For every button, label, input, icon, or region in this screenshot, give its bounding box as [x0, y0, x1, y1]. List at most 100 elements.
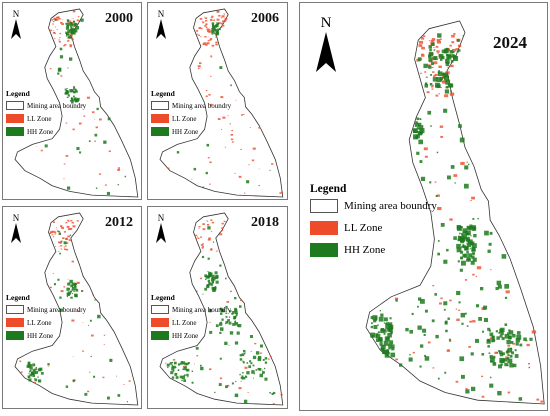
- hh-zone-patch: [220, 312, 223, 315]
- ll-zone-patch: [69, 34, 73, 37]
- ll-zone-patch: [59, 32, 62, 35]
- ll-zone-patch: [72, 225, 76, 228]
- ll-zone-patch: [481, 395, 485, 398]
- hh-zone-patch: [225, 320, 229, 324]
- hh-zone-patch: [508, 335, 512, 339]
- ll-zone-patch: [61, 23, 64, 25]
- hh-zone-patch: [212, 27, 216, 31]
- ll-zone-patch: [123, 384, 125, 385]
- hh-zone-patch: [84, 392, 88, 396]
- hh-zone-patch: [373, 325, 378, 329]
- ll-zone-patch: [424, 71, 427, 73]
- hh-zone-patch: [107, 396, 110, 400]
- hh-zone-patch: [375, 335, 378, 338]
- hh-zone-patch: [466, 242, 472, 248]
- hh-zone-patch: [380, 328, 385, 334]
- ll-zone-patch: [449, 92, 455, 96]
- hh-zone-patch: [381, 348, 385, 352]
- hh-zone-patch: [445, 329, 448, 333]
- ll-zone-patch: [254, 342, 257, 345]
- hh-zone-patch: [383, 332, 386, 335]
- ll-zone-patch: [421, 36, 424, 38]
- ll-zone-patch: [449, 340, 452, 342]
- ll-zone-patch: [436, 39, 441, 42]
- hh-zone-patch: [512, 363, 517, 368]
- hh-zone-patch: [81, 290, 83, 292]
- ll-zone-patch: [437, 207, 442, 211]
- ll-zone-patch: [228, 344, 230, 346]
- ll-zone-patch: [20, 371, 23, 373]
- hh-zone-patch: [210, 278, 214, 282]
- mining-area-boundary: [159, 8, 284, 198]
- hh-zone-patch: [97, 314, 101, 319]
- hh-zone-patch: [211, 28, 213, 30]
- map-panel-2012: N 2012 Legend Mining area boundry LL Zon…: [2, 206, 142, 409]
- hh-zone-patch: [437, 240, 440, 242]
- north-arrow: N: [154, 9, 168, 44]
- hh-zone-patch: [498, 332, 501, 334]
- hh-zone-patch: [207, 257, 210, 260]
- hh-zone-patch: [66, 96, 68, 98]
- hh-zone-patch: [386, 322, 389, 325]
- hh-zone-patch: [418, 297, 422, 301]
- ll-zone-patch: [81, 104, 84, 106]
- hh-zone-patch: [489, 376, 492, 379]
- hh-zone-patch: [431, 62, 434, 65]
- ll-zone-patch: [279, 192, 282, 194]
- ll-zone-patch: [67, 219, 69, 222]
- hh-zone-patch: [472, 243, 477, 248]
- hh-zone-patch: [183, 379, 186, 382]
- ll-zone-patch: [251, 159, 255, 162]
- ll-zone-patch: [455, 308, 458, 310]
- hh-zone-patch: [496, 351, 499, 354]
- ll-zone-patch: [199, 18, 203, 20]
- hh-zone-patch: [510, 341, 514, 344]
- hh-zone-patch: [240, 376, 243, 379]
- ll-zone-patch: [432, 367, 435, 369]
- ll-zone-patch: [451, 34, 455, 38]
- hh-zone-patch: [235, 314, 238, 317]
- hh-zone-patch: [29, 370, 31, 373]
- hh-zone-patch: [457, 260, 460, 263]
- ll-zone-patch: [432, 84, 434, 86]
- ll-zone-patch: [56, 29, 58, 30]
- legend: Legend Mining area boundry LL Zone HH Zo…: [310, 183, 437, 257]
- ll-zone-patch: [210, 249, 213, 251]
- hh-zone-patch: [89, 319, 92, 322]
- ll-zone-patch: [67, 279, 69, 280]
- hh-zone-patch: [504, 333, 510, 339]
- ll-zone-patch: [103, 344, 105, 346]
- hh-zone-patch: [73, 86, 76, 89]
- map-panel-2000: N 2000 Legend Mining area boundry LL Zon…: [2, 2, 142, 200]
- hh-zone-patch: [415, 121, 418, 124]
- ll-zone-patch: [240, 299, 242, 301]
- hh-zone-patch: [492, 355, 496, 359]
- hh-zone-patch: [70, 31, 74, 34]
- hh-zone-patch: [443, 301, 448, 306]
- hh-zone-patch: [182, 363, 184, 365]
- hh-zone-patch: [424, 84, 429, 88]
- ll-zone-patch: [58, 18, 61, 20]
- hh-zone-patch: [457, 39, 460, 42]
- hh-zone-patch: [462, 35, 465, 37]
- ll-zone-patch: [464, 279, 468, 281]
- hh-zone-patch: [234, 322, 239, 326]
- hh-zone-patch: [26, 364, 30, 368]
- hh-zone-patch: [66, 19, 70, 22]
- hh-zone-patch: [219, 264, 222, 267]
- hh-zone-patch: [417, 131, 422, 136]
- hh-zone-patch: [187, 362, 190, 364]
- hh-zone-patch: [511, 351, 514, 355]
- ll-zone-patch: [218, 22, 221, 24]
- ll-zone-patch: [439, 125, 444, 128]
- ll-zone-patch: [220, 17, 223, 19]
- hh-zone-patch: [72, 31, 76, 35]
- hh-zone-patch: [443, 72, 448, 78]
- ll-zone-patch: [54, 26, 57, 28]
- hh-zone-patch: [468, 253, 472, 258]
- hh-zone-patch: [444, 371, 447, 374]
- ll-zone-patch: [49, 286, 52, 289]
- hh-zone-patch: [264, 361, 268, 364]
- hh-zone-patch: [186, 373, 189, 377]
- legend: Legend Mining area boundry LL Zone HH Zo…: [151, 293, 231, 340]
